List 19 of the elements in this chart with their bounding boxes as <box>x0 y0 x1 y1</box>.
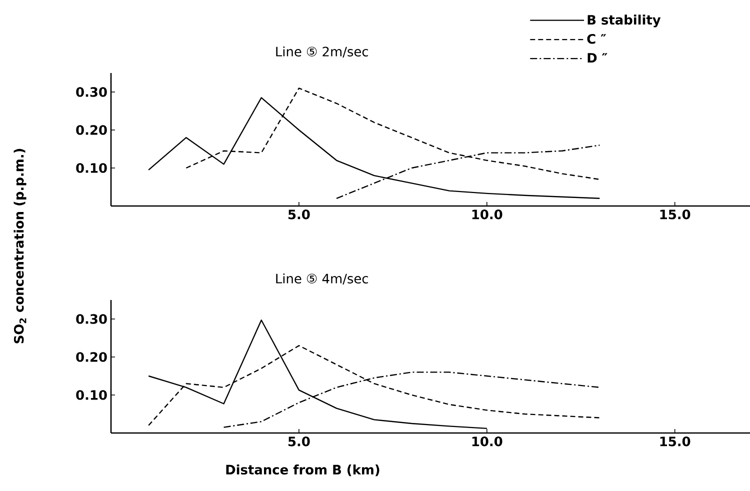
y-tick-label: 0.30 <box>76 87 107 97</box>
x-axis-title: Distance from B (km) <box>226 464 380 476</box>
x-tick-label: 10.0 <box>472 436 502 446</box>
x-tick-label: 15.0 <box>660 436 690 446</box>
x-tick-label: 10.0 <box>472 210 502 220</box>
chart-title: Line ⑤ 4m/sec <box>276 273 368 285</box>
x-tick-label: 15.0 <box>660 210 690 220</box>
legend-label: D ″ <box>588 53 608 63</box>
x-tick-label: 5.0 <box>288 436 310 446</box>
y-tick-label: 0.30 <box>76 314 107 324</box>
x-tick-label: 5.0 <box>288 210 310 220</box>
chart-title: Line ⑤ 2m/sec <box>276 46 368 58</box>
y-tick-label: 0.20 <box>76 352 107 362</box>
y-axis-title: SO$_{2}$ concentration (p.p.m.) <box>14 148 26 344</box>
legend-label: C ″ <box>587 34 606 44</box>
y-tick-label: 0.10 <box>76 163 107 173</box>
y-tick-label: 0.10 <box>76 390 107 400</box>
y-tick-label: 0.20 <box>76 125 107 135</box>
legend-label: B stability <box>588 14 661 28</box>
